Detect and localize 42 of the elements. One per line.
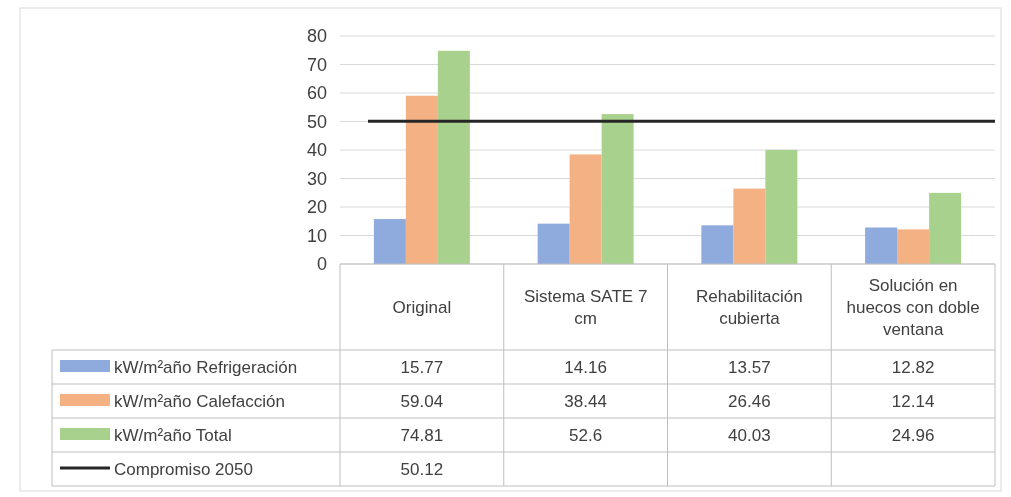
y-tick-label: 70 [306, 54, 327, 75]
data-label: 24.96 [891, 426, 935, 445]
bar [437, 50, 470, 264]
legend-label: kW/m²año Calefacción [114, 392, 286, 411]
data-label: 13.57 [728, 358, 771, 377]
y-tick-label: 60 [306, 83, 327, 104]
data-label: 14.16 [564, 358, 607, 377]
x-tick-label: Sistema SATE 7 cm [523, 287, 648, 328]
text: 50.12 [400, 460, 444, 479]
bar [601, 114, 634, 264]
data-label: 26.46 [728, 392, 771, 411]
x-tick-label: Solución en huecos con doble ventana [846, 276, 980, 339]
bar [373, 219, 406, 264]
y-tick-label: 10 [306, 225, 327, 246]
data-label: 40.03 [728, 426, 771, 445]
bar [405, 95, 438, 264]
bar [733, 188, 766, 264]
data-label: 12.82 [891, 358, 935, 377]
x-tick-label: Original [392, 298, 452, 317]
y-tick-label: 20 [306, 197, 327, 218]
bar [537, 223, 570, 264]
bar [569, 154, 602, 264]
data-label: 59.04 [400, 392, 444, 411]
bar [865, 227, 898, 264]
bar [701, 225, 734, 264]
y-tick-label: 30 [306, 168, 327, 189]
data-label: 15.77 [400, 358, 444, 377]
data-label: 12.14 [891, 392, 935, 411]
y-tick-label: 40 [306, 140, 327, 161]
y-tick-label: 0 [316, 254, 327, 275]
y-tick-label: 80 [306, 26, 327, 47]
data-label: 74.81 [400, 426, 444, 445]
legend-label: kW/m²año Refrigeración [114, 358, 298, 377]
bar [765, 149, 798, 264]
legend-label: Compromiso 2050 [114, 460, 253, 479]
y-tick-label: 50 [306, 111, 327, 132]
data-label: 52.6 [569, 426, 603, 445]
bar [897, 229, 930, 264]
data-label: 38.44 [564, 392, 607, 411]
x-tick-label: Rehabilitación cubierta [695, 287, 803, 328]
legend-label: kW/m²año Total [114, 426, 232, 445]
bar [929, 192, 962, 264]
